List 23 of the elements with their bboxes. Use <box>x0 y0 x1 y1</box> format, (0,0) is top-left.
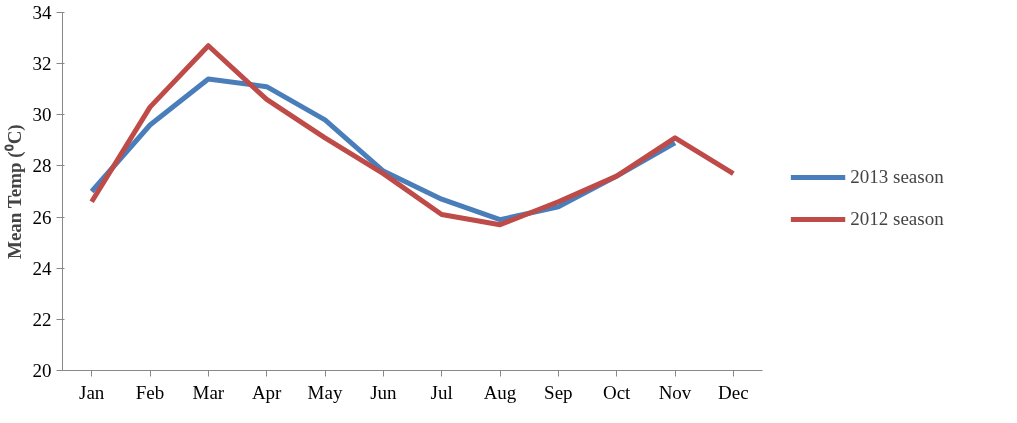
x-tick-label: Feb <box>135 381 165 403</box>
x-tick-label: Oct <box>602 381 632 403</box>
x-tick-label: Aug <box>483 381 517 403</box>
x-tick-label: Nov <box>658 381 692 403</box>
y-tick-label: 22 <box>32 308 52 330</box>
x-tick-label: May <box>307 381 343 403</box>
y-tick-label: 34 <box>32 2 52 23</box>
y-tick-label: 20 <box>32 360 52 381</box>
legend-label: 2012 season <box>850 207 944 230</box>
y-tick-label: 32 <box>32 53 52 75</box>
x-tick-label: Jun <box>370 381 398 403</box>
x-tick-label: Sep <box>544 381 573 403</box>
y-tick-label: 24 <box>32 257 52 279</box>
x-tick-label: Dec <box>718 381 749 403</box>
y-tick-label: 28 <box>32 155 52 177</box>
x-tick-label: Mar <box>192 381 225 403</box>
x-tick-label: Jan <box>79 381 105 403</box>
y-tick-label: 30 <box>32 104 52 126</box>
x-tick-label: Jul <box>430 381 453 403</box>
y-tick-label: 26 <box>32 206 52 228</box>
x-tick-label: Apr <box>251 381 283 403</box>
legend-label: 2013 season <box>850 165 944 188</box>
y-axis-title: Mean Temp (⁰C) <box>3 124 26 260</box>
